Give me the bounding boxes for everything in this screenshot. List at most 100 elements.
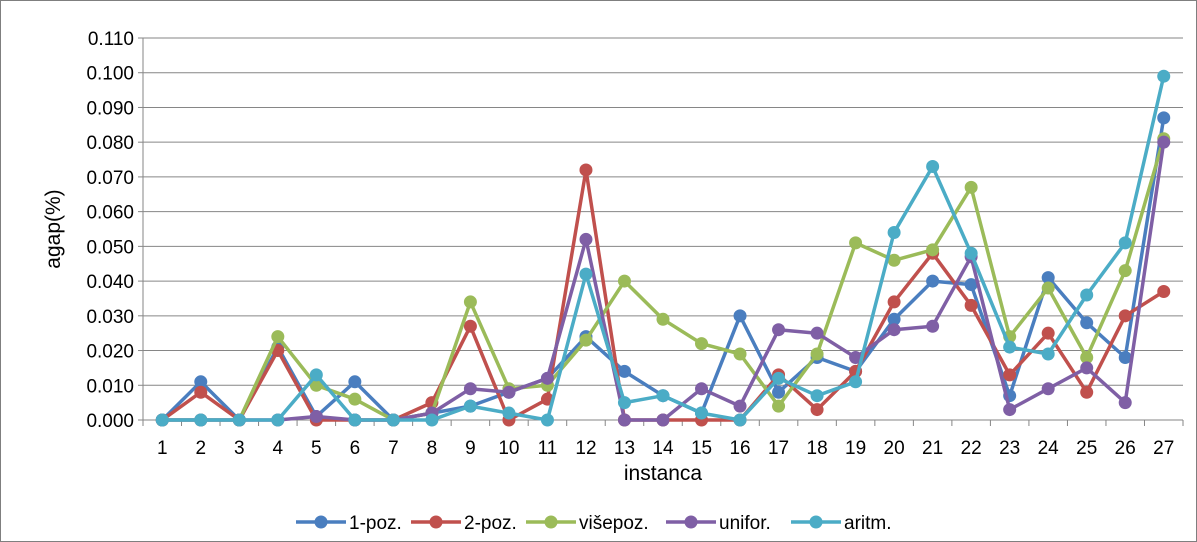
data-point (617, 413, 631, 427)
y-tick-label: 0.080 (86, 133, 134, 154)
legend-item-4: aritm. (791, 513, 892, 534)
y-tick-label: 0.100 (86, 64, 134, 85)
x-tick-label: 20 (884, 438, 905, 459)
data-point (271, 330, 285, 344)
data-point (926, 319, 940, 333)
data-point (733, 399, 747, 413)
data-point (155, 413, 169, 427)
data-point (1157, 111, 1171, 125)
legend-marker (429, 515, 443, 529)
data-point (1118, 396, 1132, 410)
data-point (810, 389, 824, 403)
data-point (463, 295, 477, 309)
data-point (810, 347, 824, 361)
data-point (1157, 285, 1171, 299)
data-point (849, 375, 863, 389)
data-point (309, 368, 323, 382)
y-axis-title: agap(%) (42, 189, 65, 268)
data-point (348, 392, 362, 406)
x-tick-label: 24 (1038, 438, 1060, 459)
data-point (579, 333, 593, 347)
data-point (579, 163, 593, 177)
data-point (617, 396, 631, 410)
legend-label: 2-poz. (464, 513, 517, 534)
data-point (656, 413, 670, 427)
data-point (194, 385, 208, 399)
data-point (617, 364, 631, 378)
data-point (1157, 69, 1171, 83)
data-point (1080, 350, 1094, 364)
data-point (1003, 340, 1017, 354)
data-point (810, 326, 824, 340)
x-tick-label: 27 (1153, 438, 1174, 459)
data-point (463, 382, 477, 396)
data-point (810, 403, 824, 417)
data-point (887, 253, 901, 267)
legend-item-3: unifor. (666, 513, 771, 534)
x-tick-label: 3 (234, 438, 245, 459)
y-tick-label: 0.090 (86, 98, 134, 119)
data-point (1157, 135, 1171, 149)
x-tick-label: 19 (845, 438, 866, 459)
x-tick-label: 15 (691, 438, 712, 459)
x-tick-label: 9 (465, 438, 476, 459)
data-point (772, 323, 786, 337)
data-point (964, 298, 978, 312)
legend-marker (809, 515, 823, 529)
x-tick-label: 8 (427, 438, 438, 459)
data-point (964, 246, 978, 260)
x-tick-label: 6 (350, 438, 361, 459)
data-point (772, 371, 786, 385)
data-point (733, 309, 747, 323)
x-tick-label: 13 (614, 438, 635, 459)
x-tick-label: 5 (311, 438, 322, 459)
x-tick-label: 4 (273, 438, 284, 459)
x-axis-title: instanca (624, 462, 703, 485)
y-tick-label: 0.030 (86, 307, 134, 328)
data-point (348, 375, 362, 389)
data-point (425, 413, 439, 427)
x-tick-label: 12 (575, 438, 596, 459)
x-tick-labels: 1 2 3 4 5 6 7 8 9 10 11 12 13 14 15 16 17 18 19 20 21 22 23 24 2… (157, 438, 1174, 459)
legend-label: 1-poz. (349, 513, 402, 534)
data-point (194, 375, 208, 389)
data-point (386, 413, 400, 427)
series-4 (155, 69, 1171, 427)
data-point (1118, 236, 1132, 250)
x-tick-label: 10 (498, 438, 519, 459)
x-tick-label: 1 (157, 438, 168, 459)
y-tick-label: 0.010 (86, 376, 134, 397)
x-tick-label: 22 (961, 438, 982, 459)
data-point (463, 319, 477, 333)
x-tick-label: 7 (388, 438, 399, 459)
y-tick-label: 0.050 (86, 237, 134, 258)
y-tick-label: 0.020 (86, 342, 134, 363)
data-point (309, 410, 323, 424)
data-point (1080, 385, 1094, 399)
data-point (463, 399, 477, 413)
data-point (579, 267, 593, 281)
data-point (772, 385, 786, 399)
legend-item-2: višepoz. (526, 513, 649, 534)
data-point (733, 413, 747, 427)
x-tick-label: 14 (652, 438, 674, 459)
y-tick-label: 0.040 (86, 272, 134, 293)
data-point (194, 413, 208, 427)
data-point (1041, 271, 1055, 285)
data-point (1118, 264, 1132, 278)
y-tick-label: 0.060 (86, 203, 134, 224)
legend-label: aritm. (844, 513, 892, 534)
data-point (232, 413, 246, 427)
data-point (540, 413, 554, 427)
data-point (502, 406, 516, 420)
x-tick-label: 21 (922, 438, 943, 459)
data-point (695, 337, 709, 351)
data-point (926, 159, 940, 173)
data-point (1003, 403, 1017, 417)
legend-item-1: 2-poz. (411, 513, 517, 534)
x-tick-label: 26 (1115, 438, 1136, 459)
data-point (617, 274, 631, 288)
data-point (926, 243, 940, 257)
